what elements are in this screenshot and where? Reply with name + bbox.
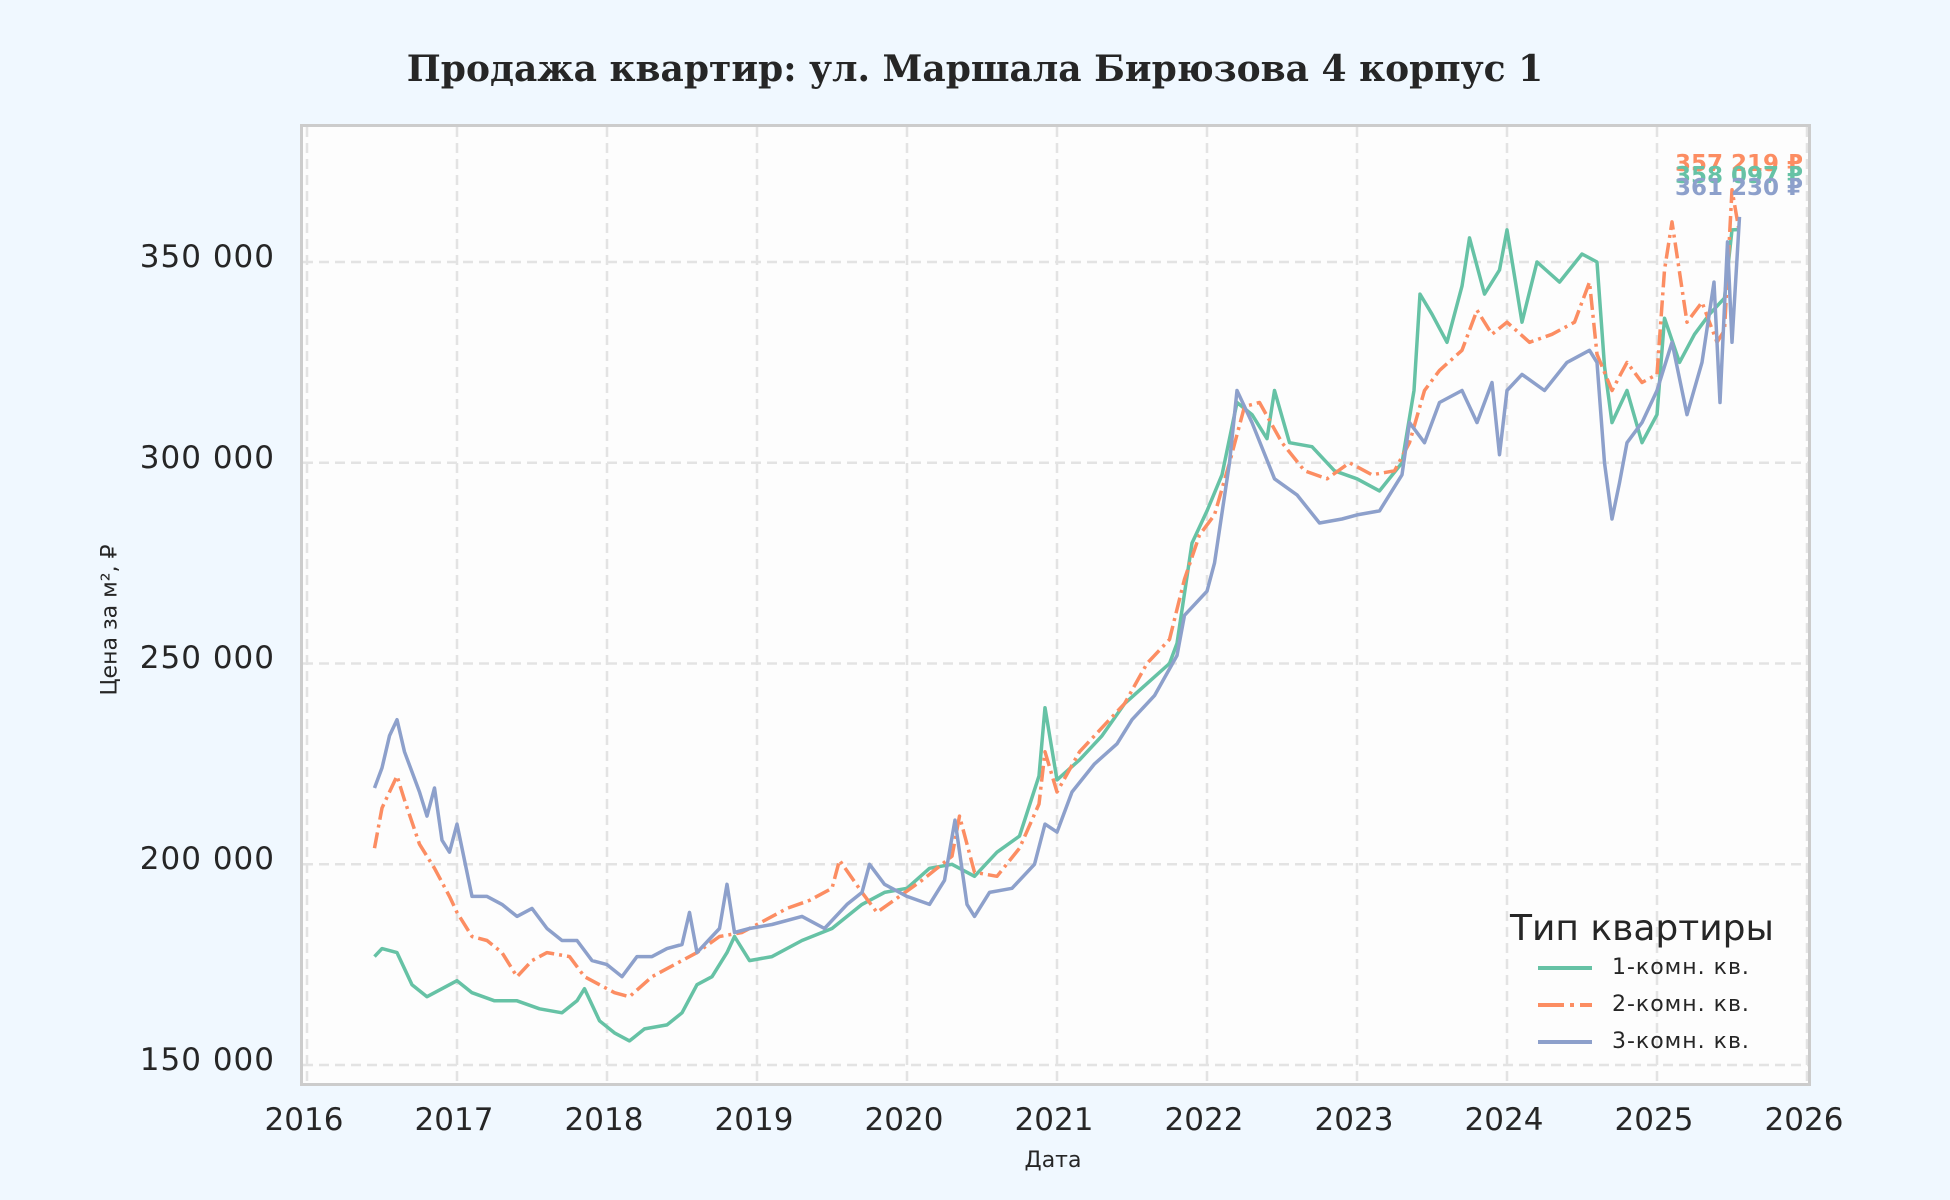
x-tick: 2025 xyxy=(1614,1102,1694,1138)
x-tick: 2019 xyxy=(714,1102,794,1138)
line-chart xyxy=(303,127,1808,1083)
series-line-2 xyxy=(372,187,1742,999)
y-tick: 350 000 xyxy=(139,239,275,275)
series-line-1 xyxy=(373,227,1740,1043)
x-tick: 2016 xyxy=(264,1102,344,1138)
x-tick: 2023 xyxy=(1314,1102,1394,1138)
y-axis-label: Цена за м², ₽ xyxy=(97,544,123,696)
legend-label: 1-комн. кв. xyxy=(1612,955,1750,980)
chart-title: Продажа квартир: ул. Маршала Бирюзова 4 … xyxy=(406,48,1544,90)
gridlines xyxy=(303,127,1808,1083)
x-tick: 2024 xyxy=(1464,1102,1544,1138)
dashdot-line-icon xyxy=(1538,1003,1592,1007)
x-tick: 2021 xyxy=(1014,1102,1094,1138)
y-tick: 150 000 xyxy=(139,1042,275,1078)
end-label-2room: 357 219 ₽ xyxy=(1675,151,1804,177)
legend-item-2room: 2-комн. кв. xyxy=(1505,986,1795,1023)
plot-area xyxy=(300,124,1811,1086)
x-tick: 2022 xyxy=(1164,1102,1244,1138)
series-line-3 xyxy=(372,216,1742,979)
legend-item-3room: 3-комн. кв. xyxy=(1505,1023,1795,1060)
y-tick: 200 000 xyxy=(139,841,275,877)
solid-line-icon xyxy=(1538,1040,1592,1044)
end-label-1room: 358 097 ₽ xyxy=(1675,163,1804,189)
y-tick: 250 000 xyxy=(139,640,275,676)
legend-label: 2-комн. кв. xyxy=(1612,992,1750,1017)
legend: Тип квартиры 1-комн. кв. 2-комн. кв. 3-к… xyxy=(1505,908,1795,1060)
x-tick: 2020 xyxy=(864,1102,944,1138)
legend-item-1room: 1-комн. кв. xyxy=(1505,949,1795,986)
legend-label: 3-комн. кв. xyxy=(1612,1029,1750,1054)
legend-title: Тип квартиры xyxy=(1510,908,1774,949)
x-tick: 2026 xyxy=(1764,1102,1844,1138)
x-tick: 2017 xyxy=(414,1102,494,1138)
y-tick: 300 000 xyxy=(139,440,275,476)
solid-line-icon xyxy=(1538,966,1592,970)
data-lines xyxy=(372,187,1742,1043)
end-label-3room: 361 230 ₽ xyxy=(1675,175,1804,201)
x-tick: 2018 xyxy=(564,1102,644,1138)
x-axis-label: Дата xyxy=(1024,1148,1082,1173)
